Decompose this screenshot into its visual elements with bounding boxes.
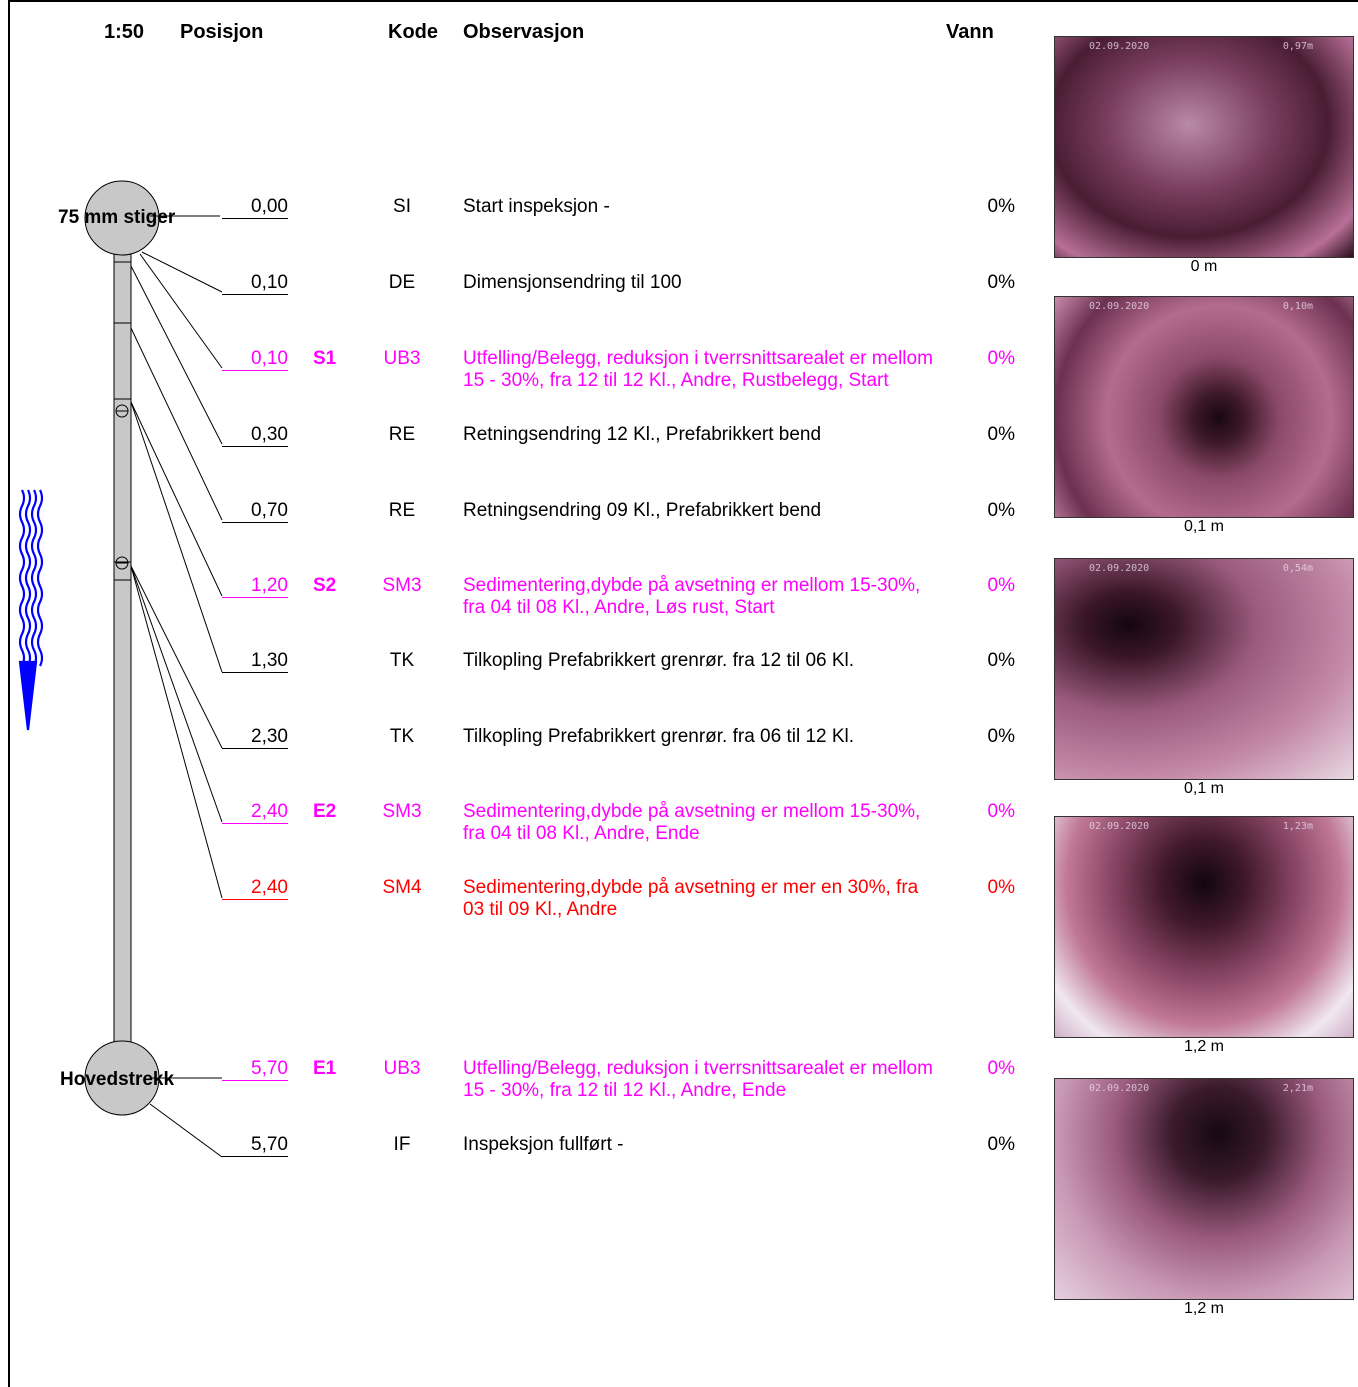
- position-underline: [222, 899, 288, 900]
- observation-water: 0%: [987, 877, 1015, 898]
- observation-water: 0%: [987, 1058, 1015, 1079]
- observation-position: 5,70: [251, 1134, 288, 1155]
- observation-text: Retningsendring 09 Kl., Prefabrikkert be…: [463, 500, 822, 521]
- observation-water: 0%: [987, 801, 1015, 822]
- start-manhole-label: 75 mm stiger: [58, 207, 176, 228]
- observation-code: TK: [389, 650, 415, 671]
- photo-date: 02.09.2020: [1089, 1083, 1150, 1094]
- observation-position: 0,70: [251, 500, 288, 521]
- observation-code: SM3: [382, 575, 422, 596]
- observation-water: 0%: [987, 196, 1015, 217]
- observation-severity: S1: [313, 348, 337, 369]
- observation-position: 0,30: [251, 424, 288, 445]
- position-underline: [222, 294, 288, 295]
- position-underline: [222, 1080, 288, 1081]
- position-underline: [222, 446, 288, 447]
- branch-symbol-icon: [115, 556, 129, 570]
- position-underline: [222, 672, 288, 673]
- observation-position: 2,30: [251, 726, 288, 747]
- code-header: Kode: [388, 21, 438, 43]
- observation-severity: E2: [313, 801, 337, 822]
- photo-date: 02.09.2020: [1089, 563, 1150, 574]
- observation-position: 0,00: [251, 196, 288, 217]
- observation-code: SI: [393, 196, 411, 217]
- photo-meter: 2,21m: [1282, 1083, 1313, 1094]
- photo-meter: 0,97m: [1282, 41, 1313, 52]
- position-underline: [222, 218, 288, 219]
- observation-position: 2,40: [251, 801, 288, 822]
- observation-water: 0%: [987, 424, 1015, 445]
- photo-date: 02.09.2020: [1089, 301, 1150, 312]
- observation-code: SM3: [382, 801, 422, 822]
- observation-water: 0%: [987, 575, 1015, 596]
- scale-header: 1:50: [104, 21, 145, 43]
- observation-position: 0,10: [251, 348, 288, 369]
- observation-text: Start inspeksjon -: [463, 196, 610, 217]
- branch-symbol-icon: [115, 404, 129, 418]
- inspection-photo[interactable]: 02.09.2020 0,10m: [1054, 296, 1354, 518]
- observation-position: 5,70: [251, 1058, 288, 1079]
- photo-meter: 1,23m: [1282, 821, 1313, 832]
- position-underline: [222, 522, 288, 523]
- photo-caption: 1,2 m: [1183, 1038, 1224, 1055]
- observation-text: Utfelling/Belegg, reduksjon i tverrsnitt…: [463, 348, 933, 391]
- observation-code: IF: [393, 1134, 411, 1155]
- photo-date: 02.09.2020: [1089, 821, 1150, 832]
- observation-severity: E1: [313, 1058, 337, 1079]
- observation-position: 2,40: [251, 877, 288, 898]
- observation-position: 0,10: [251, 272, 288, 293]
- photo-caption: 1,2 m: [1183, 1300, 1224, 1317]
- photo-meter: 0,54m: [1282, 563, 1313, 574]
- observation-text: Sedimentering,dybde på avsetning er mer …: [463, 877, 919, 920]
- observation-code: DE: [388, 272, 416, 293]
- position-underline: [222, 1156, 288, 1157]
- observation-text: Sedimentering,dybde på avsetning er mell…: [463, 575, 921, 618]
- photo-date: 02.09.2020: [1089, 41, 1150, 52]
- leader-lines: [130, 215, 223, 1158]
- position-underline: [222, 823, 288, 824]
- observation-water: 0%: [987, 1134, 1015, 1155]
- observation-code: RE: [388, 424, 416, 445]
- position-underline: [222, 597, 288, 598]
- observation-water: 0%: [987, 500, 1015, 521]
- observation-code: UB3: [383, 348, 421, 369]
- position-header: Posisjon: [180, 21, 264, 43]
- end-manhole-label: Hovedstrekk: [60, 1069, 175, 1090]
- inspection-photo[interactable]: 02.09.2020 1,23m: [1054, 816, 1354, 1038]
- observation-code: SM4: [382, 877, 422, 898]
- start-manhole: [84, 180, 160, 256]
- observation-position: 1,30: [251, 650, 288, 671]
- observation-text: Retningsendring 12 Kl., Prefabrikkert be…: [463, 424, 822, 445]
- photo-caption: 0 m: [1190, 258, 1218, 275]
- pipe-schematic: [18, 180, 223, 1158]
- observation-header: Observasjon: [463, 21, 585, 43]
- photo-meter: 0,10m: [1282, 301, 1313, 312]
- inspection-photo[interactable]: 02.09.2020 0,97m: [1054, 36, 1354, 258]
- observation-code: RE: [388, 500, 416, 521]
- observation-text: Sedimentering,dybde på avsetning er mell…: [463, 801, 921, 844]
- inspection-photo[interactable]: 02.09.2020 0,54m: [1054, 558, 1354, 780]
- water-header: Vann: [946, 21, 994, 43]
- observation-text: Utfelling/Belegg, reduksjon i tverrsnitt…: [463, 1058, 933, 1101]
- observation-water: 0%: [987, 348, 1015, 369]
- inspection-photo[interactable]: 02.09.2020 2,21m: [1054, 1078, 1354, 1300]
- observation-water: 0%: [987, 650, 1015, 671]
- photo-caption: 0,1 m: [1183, 518, 1224, 535]
- pipe-body: [113, 251, 132, 1053]
- observation-water: 0%: [987, 272, 1015, 293]
- position-underline: [222, 748, 288, 749]
- observation-text: Tilkopling Prefabrikkert grenrør. fra 12…: [463, 650, 855, 671]
- observation-text: Dimensjonsendring til 100: [463, 272, 682, 293]
- photo-caption: 0,1 m: [1183, 780, 1224, 797]
- observation-severity: S2: [313, 575, 337, 596]
- position-underline: [222, 370, 288, 371]
- report-frame: [8, 0, 1358, 1387]
- observation-water: 0%: [987, 726, 1015, 747]
- flow-direction-icon: [18, 489, 44, 731]
- observation-code: UB3: [383, 1058, 421, 1079]
- observation-text: Tilkopling Prefabrikkert grenrør. fra 06…: [463, 726, 855, 747]
- observation-text: Inspeksjon fullført -: [463, 1134, 624, 1155]
- observation-position: 1,20: [251, 575, 288, 596]
- observation-code: TK: [389, 726, 415, 747]
